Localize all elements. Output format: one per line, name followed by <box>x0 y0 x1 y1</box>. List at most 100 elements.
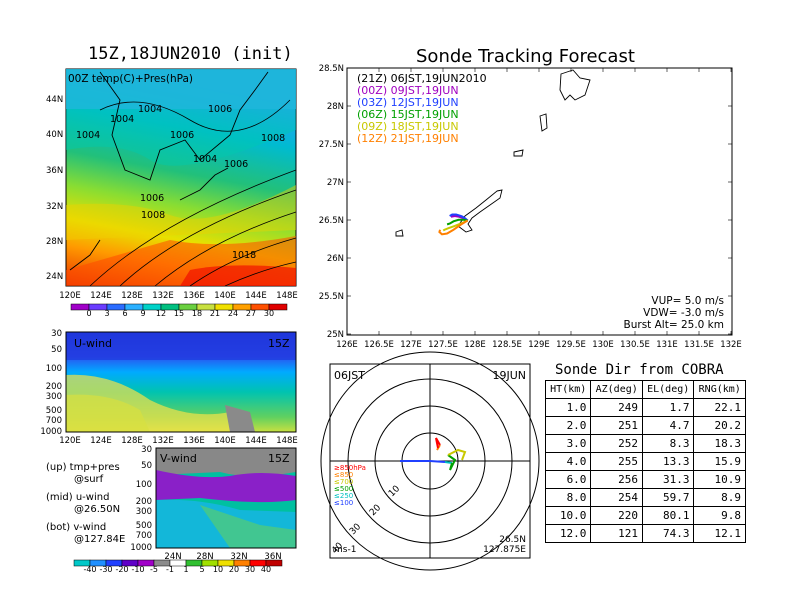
svg-text:136E: 136E <box>183 291 205 301</box>
table-cell: 15.9 <box>693 452 746 471</box>
svg-text:32N: 32N <box>230 552 247 562</box>
table-row: 10.0 220 80.1 9.8 <box>544 506 746 525</box>
launch-legend-item: (00Z) 09JST,19JUN <box>357 84 459 97</box>
svg-text:148E: 148E <box>276 436 298 446</box>
svg-text:132E: 132E <box>720 340 742 350</box>
svg-text:129.5E: 129.5E <box>556 340 586 350</box>
svg-text:148E: 148E <box>276 291 298 301</box>
svg-text:@127.84E: @127.84E <box>74 534 125 545</box>
launch-legend-item: (03Z) 12JST,19JUN <box>357 96 459 109</box>
svg-text:40: 40 <box>261 565 271 574</box>
launch-legend-item: (12Z) 21JST,19JUN <box>357 132 459 145</box>
sonde-params: VUP= 5.0 m/s VDW= -3.0 m/s Burst Alt= 25… <box>624 295 724 331</box>
svg-text:1004: 1004 <box>138 104 162 115</box>
polar-unit: ms-1 <box>334 545 356 555</box>
map-lat-ticks: 44N 40N 36N 32N 28N 24N <box>46 95 63 282</box>
svg-text:140E: 140E <box>214 291 236 301</box>
svg-text:15: 15 <box>174 309 184 318</box>
svg-text:124E: 124E <box>90 436 112 446</box>
u-wind-label: U-wind <box>74 337 112 350</box>
svg-text:6: 6 <box>122 309 127 318</box>
table-cell: 59.7 <box>641 488 695 507</box>
temp-colorbar-swatch <box>268 303 288 311</box>
svg-text:127.5E: 127.5E <box>428 340 458 350</box>
height-legend-item: ≤500 <box>334 485 353 493</box>
direction-table: HT(km) AZ(deg) EL(deg) RNG(km) 1.0 249 1.7… <box>544 380 746 543</box>
svg-text:1004: 1004 <box>193 154 217 165</box>
table-cell: 13.3 <box>641 452 695 471</box>
svg-text:1008: 1008 <box>261 133 285 144</box>
svg-text:27N: 27N <box>327 178 344 188</box>
tracking-lat-ticks: 28.5N 28N 27.5N 27N 26.5N 26N 25.5N 25N <box>319 64 344 340</box>
track-line-3 <box>446 218 468 226</box>
svg-text:-1: -1 <box>166 565 174 574</box>
svg-text:1008: 1008 <box>141 210 165 221</box>
table-cell: 256 <box>590 470 643 489</box>
height-legend-item: ≥850hPa <box>334 464 366 472</box>
tracking-lon-ticks: 126E 126.5E 127E 127.5E 128E 128.5E 129E… <box>336 340 742 350</box>
v-wind-panel: V-wind 15Z 30 50 100 200 300 500 700 100… <box>130 445 297 562</box>
launch-legend-item: (21Z) 06JST,19JUN2010 <box>357 72 487 85</box>
col-ht: HT(km) <box>544 380 592 399</box>
svg-text:@26.50N: @26.50N <box>74 504 120 515</box>
svg-text:132E: 132E <box>152 436 174 446</box>
svg-text:-10: -10 <box>131 565 144 574</box>
svg-text:130E: 130E <box>592 340 614 350</box>
u-wind-panel: U-wind 15Z 30 50 100 200 300 500 700 100… <box>40 329 297 446</box>
svg-text:24N: 24N <box>46 272 63 282</box>
svg-text:30: 30 <box>264 309 274 318</box>
island-tokunoshima <box>539 113 548 132</box>
table-header-row: HT(km) AZ(deg) EL(deg) RNG(km) <box>544 380 746 399</box>
svg-text:50: 50 <box>141 461 152 471</box>
svg-text:25.5N: 25.5N <box>319 292 344 302</box>
svg-text:20: 20 <box>229 565 239 574</box>
svg-text:36N: 36N <box>46 166 63 176</box>
svg-text:-20: -20 <box>115 565 128 574</box>
svg-text:700: 700 <box>136 531 152 541</box>
svg-text:21: 21 <box>210 309 220 318</box>
svg-text:-5: -5 <box>150 565 158 574</box>
table-row: 12.0 121 74.3 12.1 <box>544 524 746 543</box>
svg-text:128E: 128E <box>464 340 486 350</box>
svg-text:-40: -40 <box>83 565 96 574</box>
island-kume <box>395 229 404 237</box>
height-legend-item: ≤850 <box>334 471 353 479</box>
svg-text:44N: 44N <box>46 95 63 105</box>
table-cell: 12.1 <box>693 524 746 543</box>
svg-text:30: 30 <box>51 329 62 339</box>
table-cell: 254 <box>590 488 643 507</box>
wind-polar-plot: 10 20 30 40 <box>320 351 540 571</box>
table-cell: 2.0 <box>544 416 592 435</box>
table-cell: 20.2 <box>693 416 746 435</box>
hodograph-segment <box>400 460 446 463</box>
svg-text:30: 30 <box>245 565 255 574</box>
svg-text:26.5N: 26.5N <box>319 216 344 226</box>
temperature-map <box>65 68 297 287</box>
svg-text:28N: 28N <box>327 102 344 112</box>
svg-text:24N: 24N <box>164 552 181 562</box>
svg-text:40N: 40N <box>46 130 63 140</box>
svg-text:1006: 1006 <box>224 159 248 170</box>
svg-text:136E: 136E <box>183 436 205 446</box>
launch-legend-item: (09Z) 18JST,19JUN <box>357 120 459 133</box>
svg-text:120E: 120E <box>59 436 81 446</box>
hodograph-segment <box>447 454 457 471</box>
svg-text:1006: 1006 <box>140 193 164 204</box>
table-cell: 252 <box>590 434 643 453</box>
table-cell: 249 <box>590 398 643 417</box>
table-cell: 31.3 <box>641 470 695 489</box>
svg-text:9: 9 <box>140 309 145 318</box>
svg-text:128E: 128E <box>121 436 143 446</box>
height-legend: ≥850hPa≤850≤700≤500≤250≤100 <box>334 464 366 507</box>
svg-text:36N: 36N <box>264 552 281 562</box>
table-cell: 121 <box>590 524 643 543</box>
table-cell: 8.0 <box>544 488 592 507</box>
col-az: AZ(deg) <box>590 380 643 399</box>
table-cell: 3.0 <box>544 434 592 453</box>
svg-text:127E: 127E <box>400 340 422 350</box>
svg-text:(bot) v-wind: (bot) v-wind <box>46 522 106 533</box>
table-row: 3.0 252 8.3 18.3 <box>544 434 746 453</box>
svg-text:32N: 32N <box>46 202 63 212</box>
svg-text:26N: 26N <box>327 254 344 264</box>
svg-text:25N: 25N <box>327 330 344 340</box>
